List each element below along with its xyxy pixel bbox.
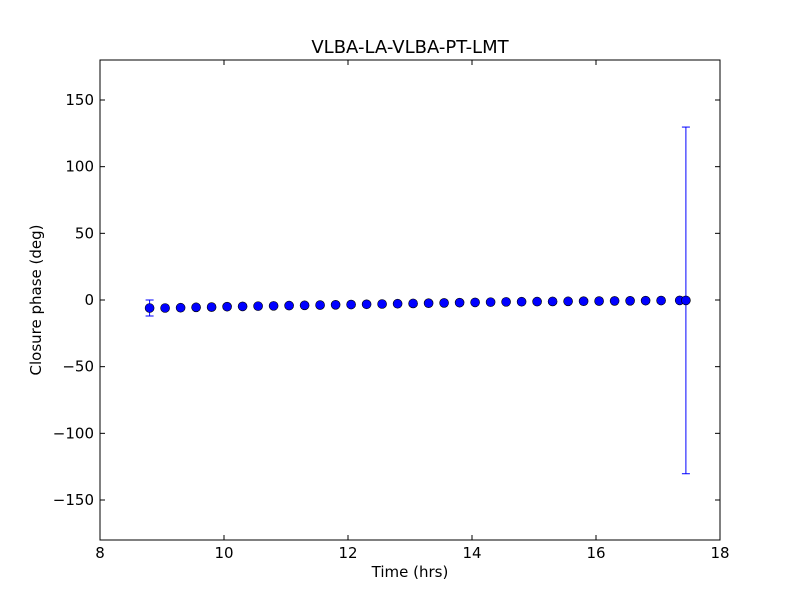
data-point bbox=[501, 297, 511, 307]
data-point bbox=[237, 301, 248, 312]
y-tick-label: 100 bbox=[65, 158, 94, 176]
x-axis-ticks: 8 10 12 14 16 18 bbox=[95, 60, 730, 562]
x-tick-label: 16 bbox=[586, 544, 605, 562]
data-point bbox=[470, 297, 480, 308]
chart-title: VLBA-LA-VLBA-PT-LMT bbox=[311, 37, 509, 58]
y-axis-ticks: −150 −100 −50 0 50 100 150 bbox=[53, 91, 720, 509]
data-point bbox=[361, 299, 372, 310]
x-axis-label: Time (hrs) bbox=[371, 563, 449, 581]
data-point bbox=[594, 296, 604, 306]
data-point bbox=[222, 301, 232, 312]
data-point bbox=[377, 299, 387, 309]
y-tick-label: 50 bbox=[75, 224, 94, 242]
data-point bbox=[485, 297, 496, 307]
data-point bbox=[299, 300, 310, 311]
x-tick-label: 18 bbox=[710, 544, 729, 562]
data-point bbox=[656, 295, 666, 306]
y-tick-label: 0 bbox=[84, 291, 94, 309]
data-point bbox=[609, 296, 620, 306]
data-point bbox=[253, 301, 263, 311]
data-point bbox=[454, 297, 465, 308]
data-point bbox=[284, 300, 294, 311]
y-tick-label: −150 bbox=[53, 491, 94, 509]
data-point bbox=[532, 296, 542, 307]
data-point bbox=[346, 299, 356, 310]
data-point bbox=[144, 303, 155, 313]
x-tick-label: 8 bbox=[95, 544, 105, 562]
data-point bbox=[625, 295, 635, 306]
y-tick-label: −50 bbox=[62, 358, 94, 376]
data-point bbox=[175, 302, 186, 313]
data-point bbox=[191, 302, 201, 313]
data-point bbox=[516, 296, 527, 307]
data-point bbox=[563, 296, 573, 307]
x-tick-label: 12 bbox=[338, 544, 357, 562]
data-point bbox=[423, 298, 434, 309]
data-point bbox=[640, 295, 651, 306]
data-point bbox=[206, 302, 217, 312]
data-point bbox=[392, 298, 403, 309]
data-point bbox=[408, 298, 418, 309]
plot-frame bbox=[99, 59, 721, 541]
y-axis-label: Closure phase (deg) bbox=[27, 225, 45, 376]
data-point bbox=[315, 300, 325, 310]
x-tick-label: 10 bbox=[214, 544, 233, 562]
data-point bbox=[547, 296, 558, 307]
data-point bbox=[160, 303, 170, 313]
data-point bbox=[330, 299, 341, 310]
y-tick-label: 150 bbox=[65, 91, 94, 109]
data-point bbox=[681, 295, 691, 306]
data-point bbox=[578, 296, 589, 307]
x-tick-label: 14 bbox=[462, 544, 481, 562]
y-tick-label: −100 bbox=[53, 424, 94, 442]
data-point bbox=[439, 298, 449, 308]
data-points bbox=[144, 295, 691, 313]
data-point bbox=[268, 301, 279, 311]
